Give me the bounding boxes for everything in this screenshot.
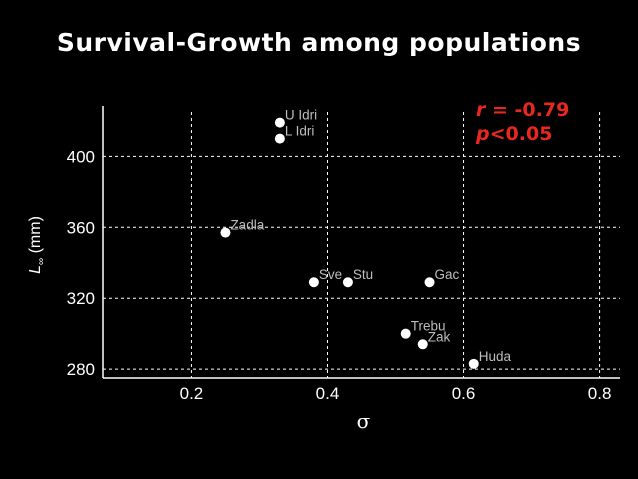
data-point xyxy=(424,277,435,288)
y-axis-label: L∞ (mm) xyxy=(27,216,47,274)
data-point xyxy=(308,277,319,288)
chart-title: Survival-Growth among populations xyxy=(56,28,582,57)
data-point xyxy=(274,117,285,128)
x-tick-label: 0.4 xyxy=(316,384,340,403)
point-label: L Idri xyxy=(285,124,315,139)
point-label: Gac xyxy=(435,267,460,282)
y-axis-label-symbol: L xyxy=(27,265,44,274)
y-axis-label-subscript: ∞ xyxy=(36,258,47,265)
data-point xyxy=(274,133,285,144)
data-point xyxy=(342,277,353,288)
y-tick-label: 400 xyxy=(67,147,95,166)
y-tick-label: 280 xyxy=(67,360,95,379)
p-value: <0.05 xyxy=(489,123,553,145)
y-tick-label: 360 xyxy=(67,218,95,237)
correlation-stats: r = -0.79 p<0.05 xyxy=(476,98,569,146)
x-tick-label: 0.6 xyxy=(452,384,476,403)
y-axis-label-unit: (mm) xyxy=(27,216,44,258)
point-label: Huda xyxy=(479,349,512,364)
data-point xyxy=(417,339,428,350)
r-value: = -0.79 xyxy=(485,99,570,121)
point-label: Stu xyxy=(353,267,373,282)
r-label: r xyxy=(476,99,486,121)
point-label: Trebu xyxy=(411,319,446,334)
point-label: Sve xyxy=(319,267,342,282)
x-tick-label: 0.2 xyxy=(180,384,204,403)
point-label: U Idri xyxy=(285,108,317,123)
data-point xyxy=(400,328,411,339)
p-statistic: p<0.05 xyxy=(476,122,569,146)
x-axis-label: σ xyxy=(357,409,371,433)
p-label: p xyxy=(476,123,490,145)
point-label: Zadla xyxy=(230,218,264,233)
data-point xyxy=(468,358,479,369)
data-point xyxy=(220,227,231,238)
y-tick-label: 320 xyxy=(67,289,95,308)
x-tick-label: 0.8 xyxy=(588,384,612,403)
point-label: Zak xyxy=(428,329,451,344)
r-statistic: r = -0.79 xyxy=(476,98,569,122)
